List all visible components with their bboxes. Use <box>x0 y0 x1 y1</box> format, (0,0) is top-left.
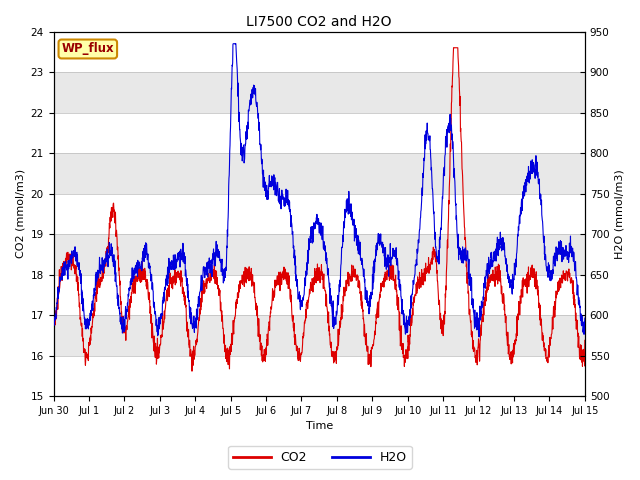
Bar <box>54 72 585 113</box>
Bar <box>54 275 585 315</box>
Bar <box>54 113 585 153</box>
Legend: CO2, H2O: CO2, H2O <box>228 446 412 469</box>
Y-axis label: H2O (mmol/m3): H2O (mmol/m3) <box>615 169 625 259</box>
Bar <box>54 193 585 234</box>
Bar <box>54 153 585 193</box>
Y-axis label: CO2 (mmol/m3): CO2 (mmol/m3) <box>15 169 25 258</box>
Bar <box>54 32 585 72</box>
Bar <box>54 356 585 396</box>
X-axis label: Time: Time <box>305 421 333 432</box>
Bar <box>54 315 585 356</box>
Title: LI7500 CO2 and H2O: LI7500 CO2 and H2O <box>246 15 392 29</box>
Text: WP_flux: WP_flux <box>61 43 114 56</box>
Bar <box>54 234 585 275</box>
